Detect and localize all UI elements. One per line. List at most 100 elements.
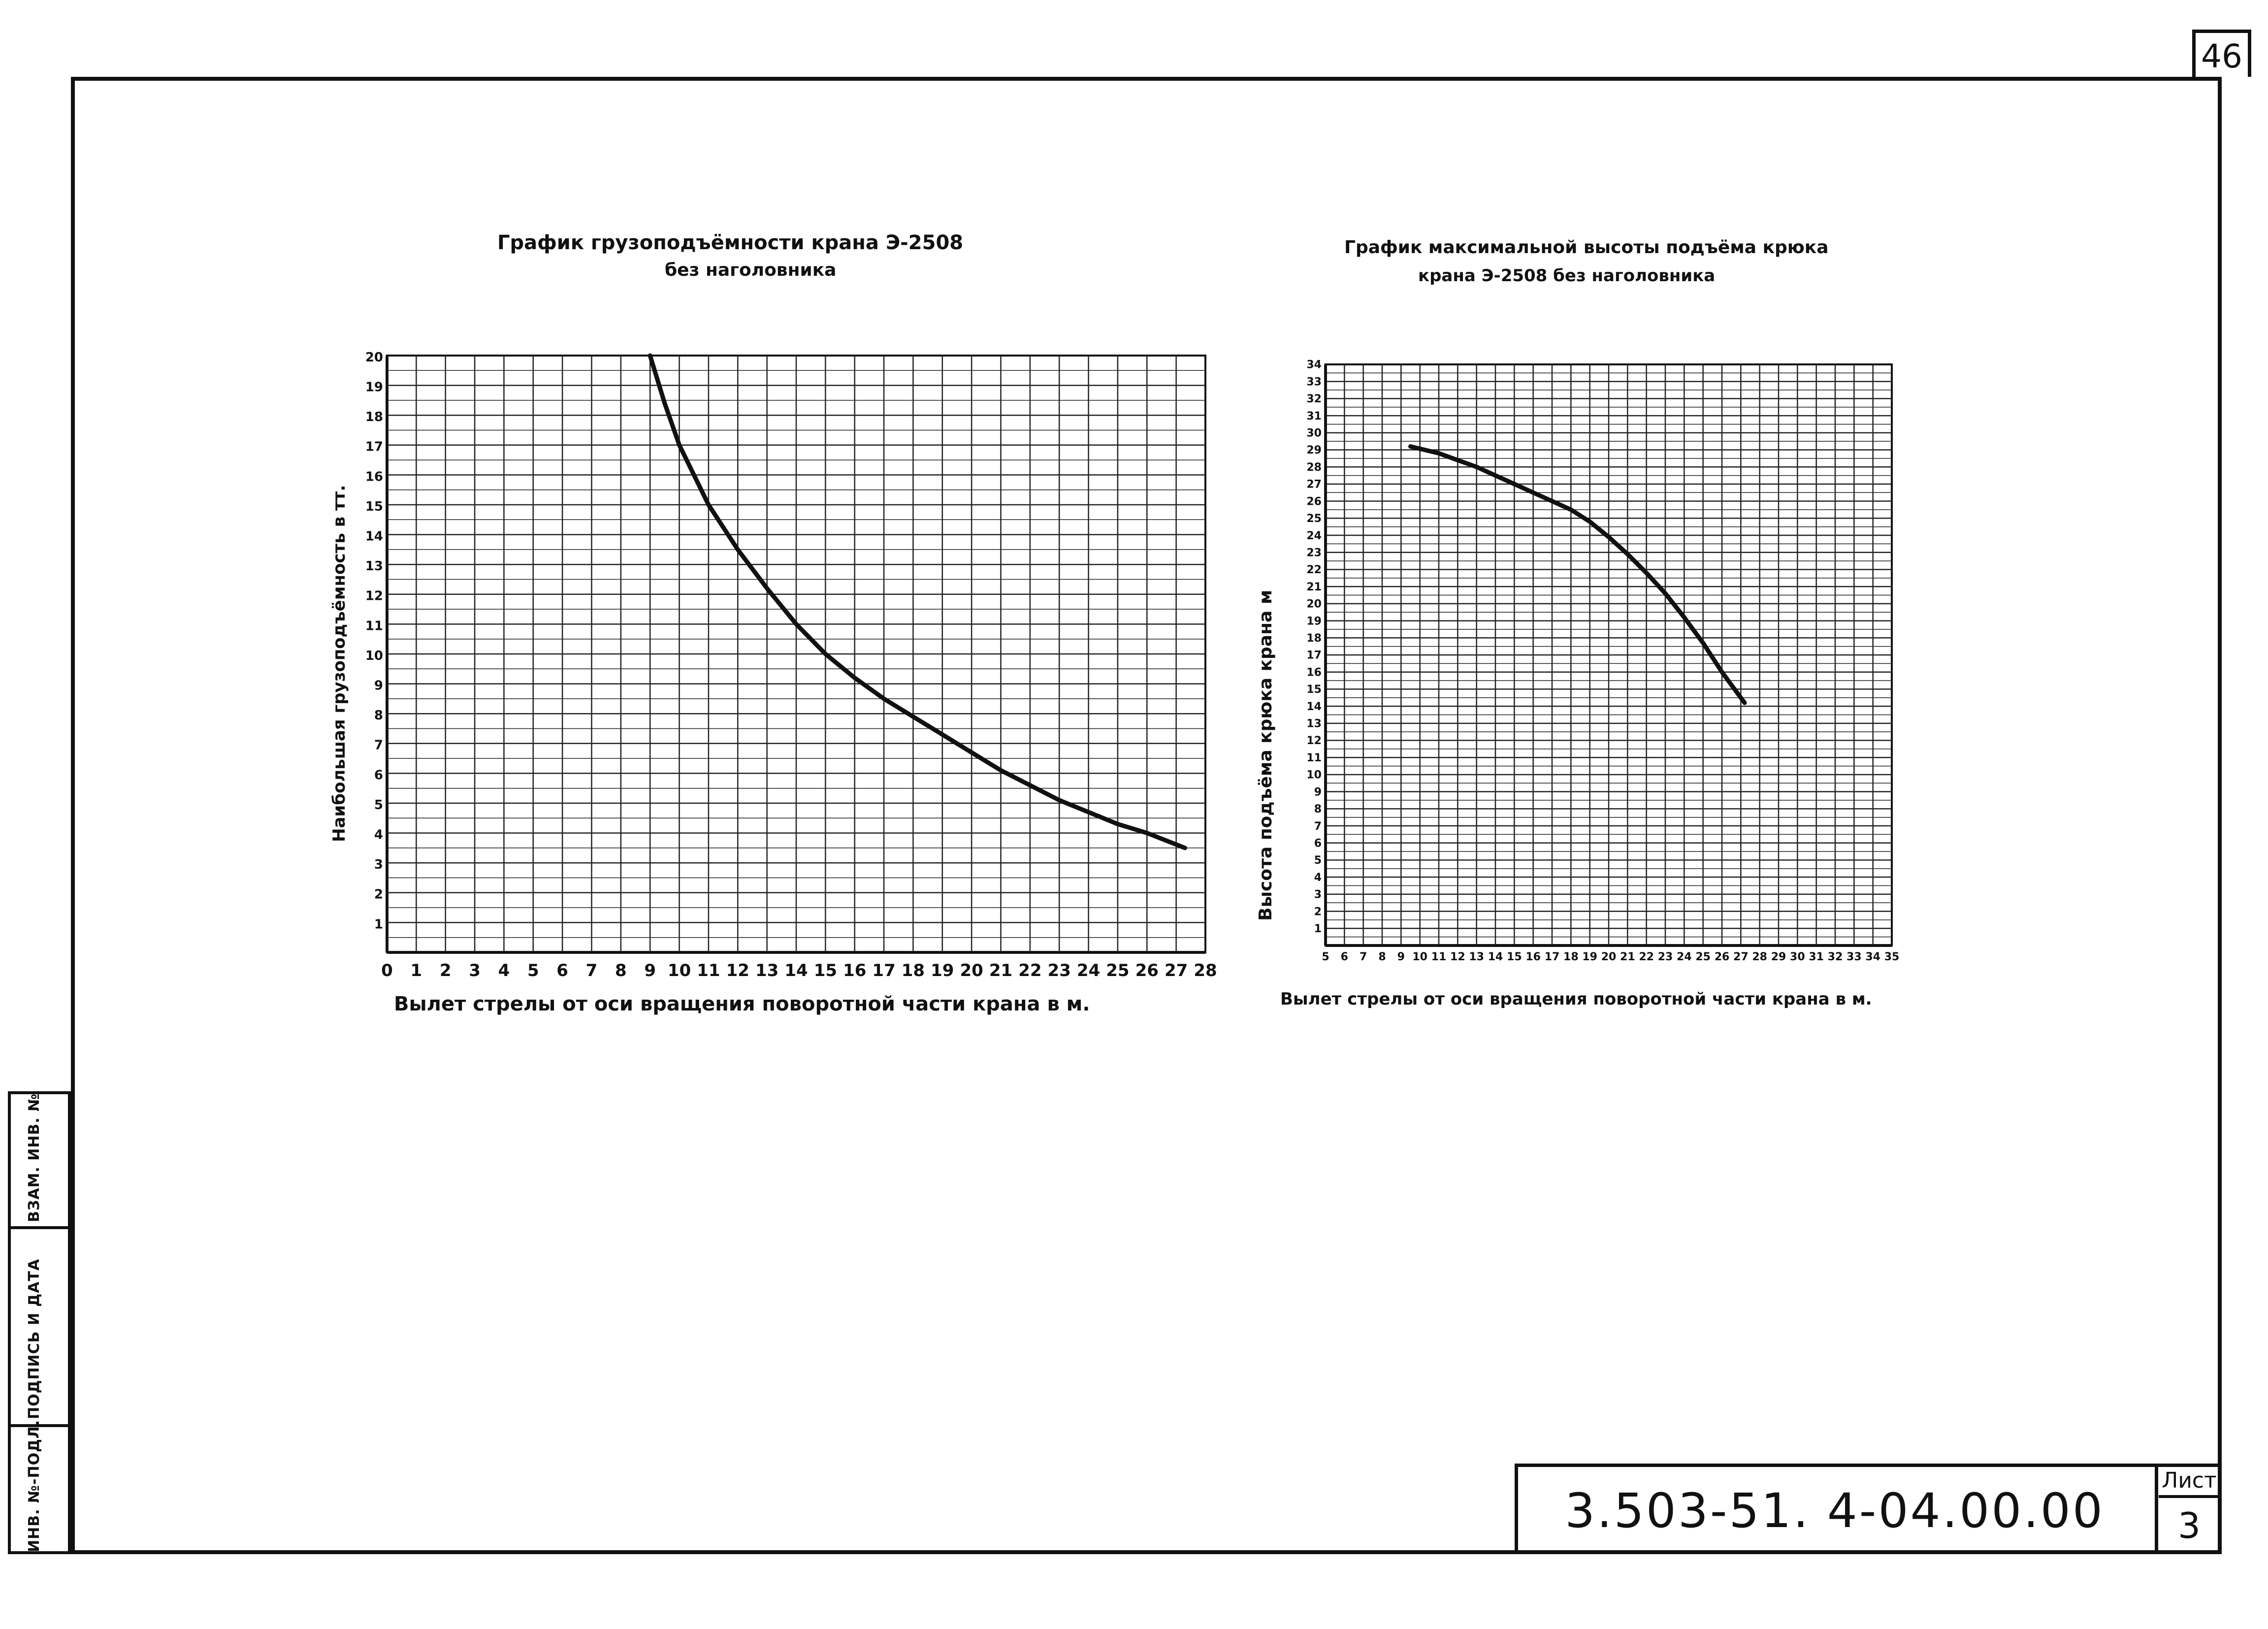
y-tick-label: 26 [1306,495,1322,508]
x-tick-label: 20 [1601,951,1617,963]
x-tick-label: 23 [1658,951,1673,963]
x-tick-label: 11 [697,961,720,980]
series-line [648,353,1187,850]
y-tick-label: 17 [1306,650,1322,662]
x-tick-label: 19 [931,961,954,980]
x-tick-label: 16 [1525,951,1541,963]
x-tick-label: 0 [381,961,393,980]
side-stamp-label-3: ВЗАМ. ИНВ. № [26,1093,43,1222]
x-tick-label: 7 [586,961,598,980]
sheet-number-top: 46 [2192,30,2251,77]
y-tick-label: 2 [374,887,383,902]
x-tick-label: 27 [1733,951,1749,963]
x-tick-label: 4 [498,961,510,980]
chart2-x-axis-label: Вылет стрелы от оси вращения поворотной … [1280,989,1872,1009]
chart2-hook-height: Вылет стрелы от оси вращения поворотной … [1256,359,1900,1009]
x-tick-label: 28 [1194,961,1217,980]
x-tick-label: 31 [1809,951,1824,963]
y-tick-label: 15 [365,499,383,514]
y-tick-label: 1 [1314,923,1322,935]
x-tick-label: 9 [1397,951,1405,963]
x-tick-label: 35 [1884,951,1900,963]
y-tick-label: 7 [1314,820,1322,833]
side-stamp-label-2: ПОДПИСЬ И ДАТА [26,1258,43,1419]
x-tick-label: 8 [615,961,627,980]
y-tick-label: 22 [1306,564,1322,576]
plot-border [1325,363,1893,946]
x-tick-label: 15 [814,961,837,980]
x-tick-label: 29 [1771,951,1786,963]
chart1-subtitle: без наголовника [665,260,837,280]
y-tick-label: 3 [374,857,383,872]
y-tick-label: 9 [1314,786,1322,798]
x-tick-label: 6 [556,961,568,980]
y-tick-label: 6 [1314,837,1322,849]
x-tick-label: 33 [1847,951,1862,963]
x-tick-label: 21 [1620,951,1635,963]
y-tick-label: 20 [1306,598,1322,611]
y-tick-label: 7 [374,738,383,753]
y-tick-label: 30 [1306,427,1322,440]
y-tick-label: 32 [1306,393,1322,405]
y-tick-label: 18 [365,410,383,424]
x-tick-label: 13 [755,961,778,980]
y-tick-label: 4 [374,828,383,843]
x-tick-label: 18 [1563,951,1579,963]
y-tick-label: 11 [365,619,383,633]
y-tick-label: 8 [374,708,383,723]
y-tick-label: 24 [1306,530,1322,542]
y-tick-label: 16 [365,469,383,484]
y-tick-label: 1 [374,917,383,932]
y-tick-label: 8 [1314,803,1322,815]
series-line [1408,444,1747,705]
x-tick-label: 20 [960,961,983,980]
x-tick-label: 25 [1106,961,1129,980]
y-tick-label: 15 [1306,684,1322,696]
x-tick-label: 17 [1545,951,1560,963]
x-tick-label: 2 [440,961,452,980]
x-tick-label: 24 [1677,951,1692,963]
y-tick-label: 3 [1314,889,1322,901]
y-tick-label: 27 [1306,479,1322,491]
y-tick-label: 5 [1314,854,1322,867]
y-tick-label: 18 [1306,632,1322,645]
y-tick-label: 31 [1306,410,1322,423]
y-tick-label: 20 [365,350,383,365]
x-tick-label: 14 [1488,951,1503,963]
chart1-y-axis-label: Наибольшая грузоподъёмность в тт. [329,485,349,842]
plot-border [386,355,1206,953]
x-tick-label: 3 [469,961,481,980]
x-tick-label: 25 [1695,951,1711,963]
y-tick-label: 9 [374,679,383,693]
x-tick-label: 9 [644,961,656,980]
y-tick-label: 29 [1306,444,1322,456]
chart2-subtitle: крана Э-2508 без наголовника [1418,266,1716,286]
x-tick-label: 19 [1582,951,1597,963]
x-tick-label: 5 [1322,951,1329,963]
x-tick-label: 24 [1077,961,1100,980]
y-tick-label: 11 [1306,752,1322,764]
y-tick-label: 34 [1306,359,1322,371]
y-tick-label: 13 [1306,718,1322,730]
drawing-frame [71,77,2222,1554]
x-tick-label: 16 [843,961,866,980]
y-tick-label: 5 [374,798,383,813]
y-tick-label: 25 [1306,513,1322,525]
x-tick-label: 17 [872,961,895,980]
y-tick-label: 28 [1306,461,1322,474]
side-stamp-label-1: ИНВ. №-ПОДЛ. [26,1419,43,1552]
chart2-title: График максимальной высоты подъёма крюка [1344,237,1829,258]
x-tick-label: 11 [1431,951,1447,963]
x-tick-label: 12 [1450,951,1465,963]
x-tick-label: 28 [1752,951,1767,963]
y-tick-label: 4 [1314,872,1322,884]
x-tick-label: 5 [527,961,539,980]
y-tick-label: 12 [365,589,383,604]
x-tick-label: 14 [784,961,808,980]
chart1-x-axis-label: Вылет стрелы от оси вращения поворотной … [394,993,1090,1015]
list-number: 3 [2178,1505,2201,1546]
y-tick-label: 17 [365,440,383,455]
x-tick-label: 8 [1378,951,1386,963]
x-tick-label: 10 [668,961,691,980]
title-block [1515,1464,2222,1554]
